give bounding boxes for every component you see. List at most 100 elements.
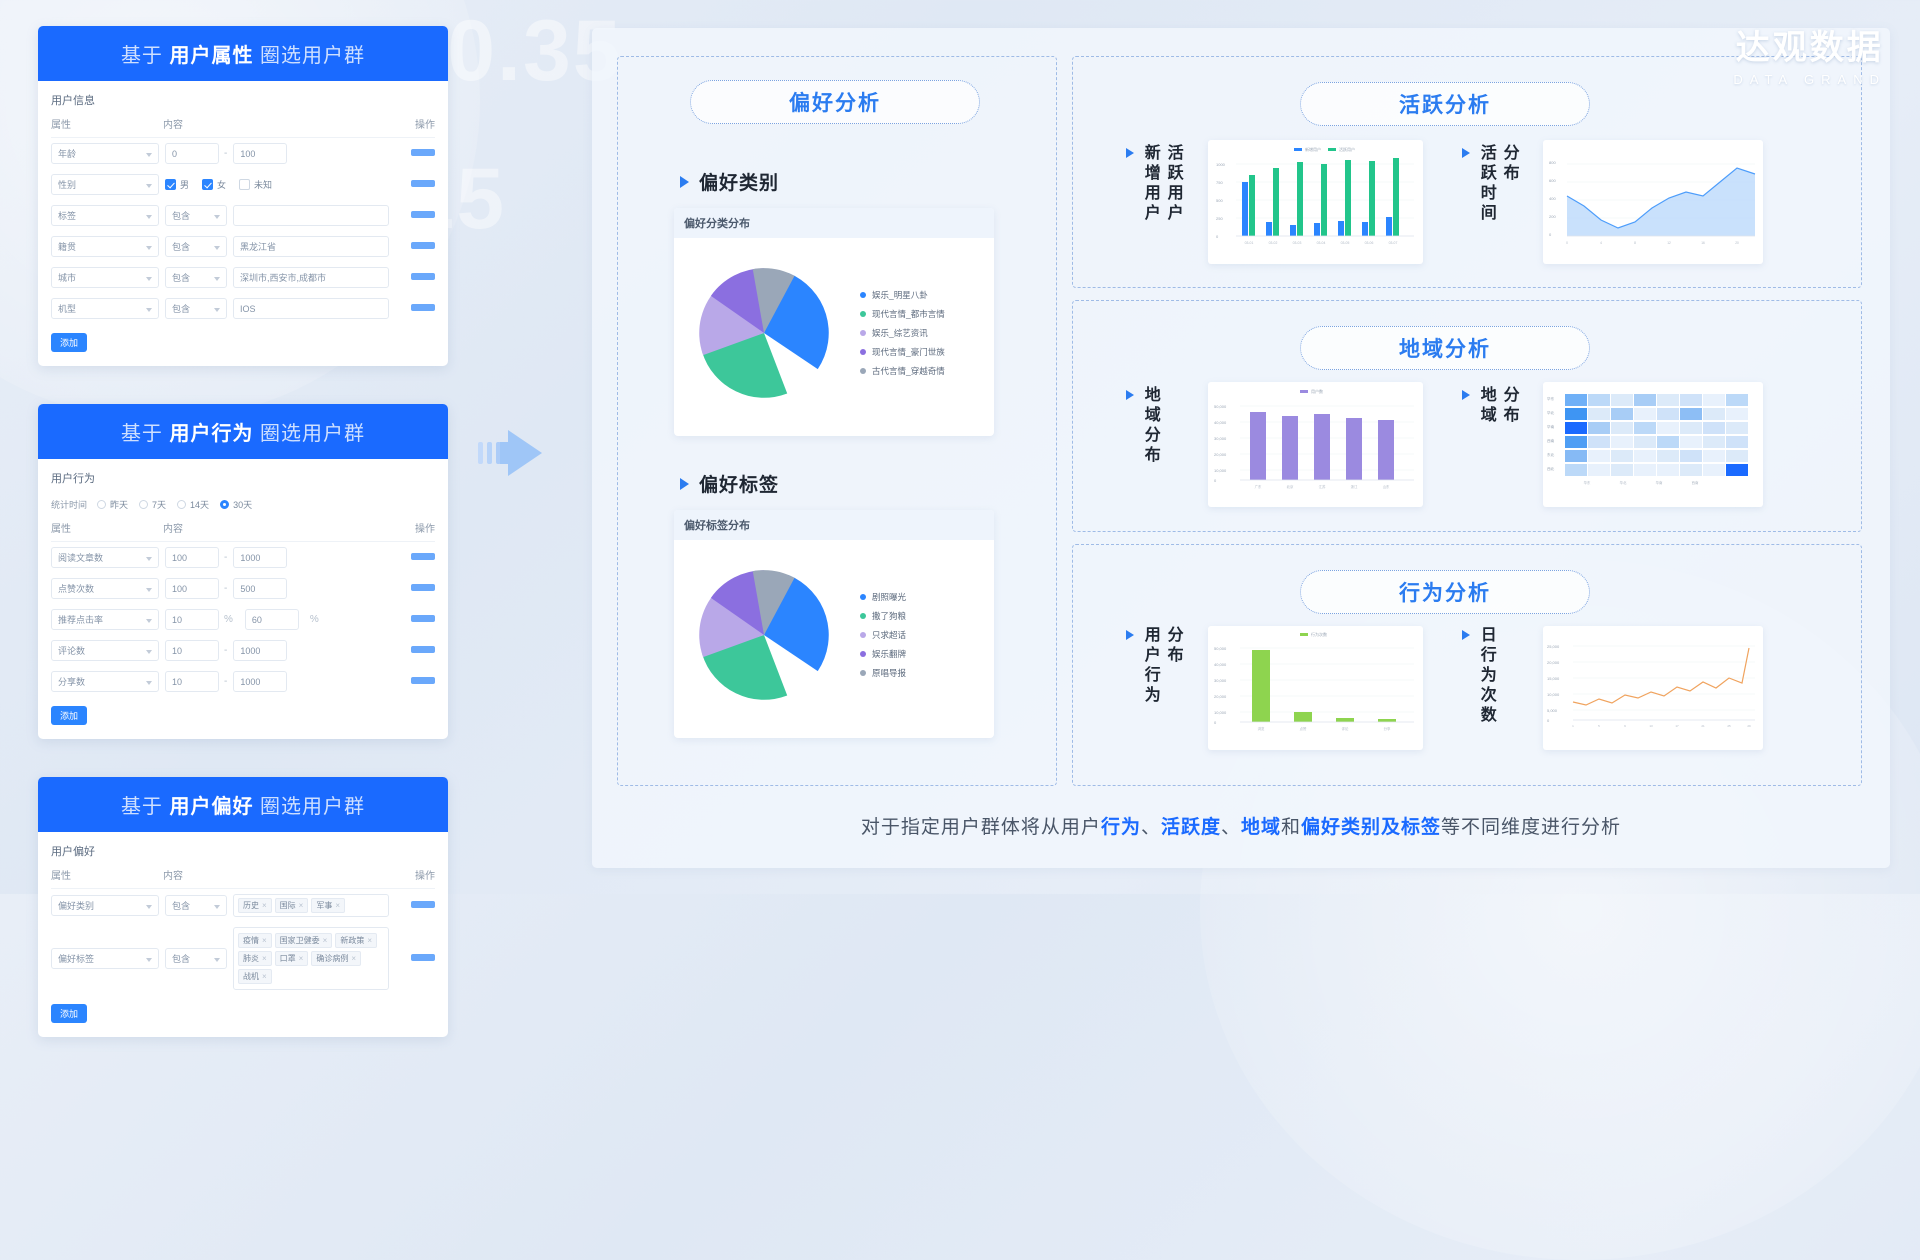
attr-select[interactable]: 性别 bbox=[51, 174, 159, 195]
row-action[interactable] bbox=[395, 583, 435, 594]
row-action[interactable] bbox=[395, 179, 435, 190]
action-bar-icon[interactable] bbox=[411, 553, 435, 560]
row-action[interactable] bbox=[395, 241, 435, 252]
pill-preference-analysis[interactable]: 偏好分析 bbox=[690, 80, 980, 124]
action-bar-icon[interactable] bbox=[411, 584, 435, 591]
tag-remove-icon[interactable]: × bbox=[322, 936, 328, 945]
max-input[interactable]: 500 bbox=[233, 578, 288, 599]
action-bar-icon[interactable] bbox=[411, 180, 435, 187]
time-option-7d[interactable]: 7天 bbox=[139, 498, 166, 511]
attr-select[interactable]: 分享数 bbox=[51, 671, 159, 692]
max-input[interactable]: 100 bbox=[233, 143, 288, 164]
attr-select[interactable]: 城市 bbox=[51, 267, 159, 288]
row-action[interactable] bbox=[395, 148, 435, 159]
value-input[interactable]: IOS bbox=[233, 298, 389, 319]
min-input[interactable]: 0 bbox=[165, 143, 219, 164]
attr-select[interactable]: 评论数 bbox=[51, 640, 159, 661]
action-bar-icon[interactable] bbox=[411, 211, 435, 218]
tag-remove-icon[interactable]: × bbox=[335, 901, 341, 910]
tag-remove-icon[interactable]: × bbox=[262, 936, 267, 945]
operator-select[interactable]: 包含 bbox=[165, 948, 227, 969]
tag-remove-icon[interactable]: × bbox=[262, 954, 267, 963]
tag-list[interactable]: 疫情 × 国家卫健委 × 新政策 × 肺炎 × 口罩 × 确诊病例 × 战机 × bbox=[234, 930, 388, 987]
add-condition-button[interactable]: 添加 bbox=[51, 706, 88, 725]
attr-select[interactable]: 偏好类别 bbox=[51, 895, 159, 916]
operator-select[interactable]: 包含 bbox=[165, 298, 227, 319]
tag-chip[interactable]: 确诊病例 × bbox=[311, 951, 362, 966]
tag-remove-icon[interactable]: × bbox=[298, 954, 304, 963]
row-action[interactable] bbox=[395, 210, 435, 221]
pill-geo-analysis[interactable]: 地域分析 bbox=[1300, 326, 1590, 370]
tag-chip[interactable]: 军事 × bbox=[311, 898, 346, 913]
tag-chip[interactable]: 肺炎 × bbox=[238, 951, 272, 966]
time-option-30d[interactable]: 30天 bbox=[220, 498, 252, 511]
svg-text:200: 200 bbox=[1549, 214, 1556, 219]
tag-chip[interactable]: 新政策 × bbox=[335, 933, 378, 948]
action-bar-icon[interactable] bbox=[411, 901, 435, 908]
tag-list[interactable]: 历史 × 国际 × 军事 × bbox=[234, 895, 349, 916]
tag-chip[interactable]: 战机 × bbox=[238, 969, 272, 984]
min-input[interactable]: 100 bbox=[165, 578, 219, 599]
action-bar-icon[interactable] bbox=[411, 646, 435, 653]
checkbox-female[interactable]: 女 bbox=[202, 178, 226, 191]
tag-chip[interactable]: 国际 × bbox=[274, 898, 309, 913]
chart-title: 偏好分类分布 bbox=[674, 208, 994, 238]
row-action[interactable] bbox=[395, 953, 435, 964]
tag-remove-icon[interactable]: × bbox=[298, 901, 304, 910]
attr-select[interactable]: 偏好标签 bbox=[51, 948, 159, 969]
tag-chip[interactable]: 口罩 × bbox=[274, 951, 309, 966]
row-action[interactable] bbox=[395, 645, 435, 656]
value-input[interactable] bbox=[233, 205, 389, 226]
value-input[interactable]: 深圳市,西安市,成都市 bbox=[233, 267, 389, 288]
max-input[interactable]: 1000 bbox=[233, 547, 288, 568]
tag-remove-icon[interactable]: × bbox=[367, 936, 373, 945]
action-bar-icon[interactable] bbox=[411, 273, 435, 280]
row-action[interactable] bbox=[395, 614, 435, 625]
tag-remove-icon[interactable]: × bbox=[351, 954, 357, 963]
attr-select[interactable]: 点赞次数 bbox=[51, 578, 159, 599]
time-option-14d[interactable]: 14天 bbox=[177, 498, 209, 511]
row-action[interactable] bbox=[395, 272, 435, 283]
row-action[interactable] bbox=[395, 303, 435, 314]
attr-select[interactable]: 籍贯 bbox=[51, 236, 159, 257]
action-bar-icon[interactable] bbox=[411, 615, 435, 622]
add-condition-button[interactable]: 添加 bbox=[51, 333, 88, 352]
attr-select[interactable]: 机型 bbox=[51, 298, 159, 319]
attr-select[interactable]: 标签 bbox=[51, 205, 159, 226]
operator-select[interactable]: 包含 bbox=[165, 205, 227, 226]
row-action[interactable] bbox=[395, 900, 435, 911]
add-condition-button[interactable]: 添加 bbox=[51, 1004, 88, 1023]
pill-behavior-analysis[interactable]: 行为分析 bbox=[1300, 570, 1590, 614]
operator-select[interactable]: 包含 bbox=[165, 267, 227, 288]
tag-remove-icon[interactable]: × bbox=[262, 972, 267, 981]
action-bar-icon[interactable] bbox=[411, 304, 435, 311]
tag-chip[interactable]: 历史 × bbox=[238, 898, 272, 913]
tag-chip[interactable]: 疫情 × bbox=[238, 933, 272, 948]
min-input[interactable]: 100 bbox=[165, 547, 219, 568]
action-bar-icon[interactable] bbox=[411, 677, 435, 684]
action-bar-icon[interactable] bbox=[411, 242, 435, 249]
attr-select[interactable]: 年龄 bbox=[51, 143, 159, 164]
attr-select[interactable]: 阅读文章数 bbox=[51, 547, 159, 568]
checkbox-male[interactable]: 男 bbox=[165, 178, 189, 191]
tag-chip[interactable]: 国家卫健委 × bbox=[274, 933, 333, 948]
chart-preference-tag: 偏好标签分布 剧照曝光 撒了狗粮 只求超话 娱乐翻牌 原唱导报 bbox=[674, 510, 994, 738]
max-input[interactable]: 1000 bbox=[233, 671, 288, 692]
operator-select[interactable]: 包含 bbox=[165, 895, 227, 916]
action-bar-icon[interactable] bbox=[411, 149, 435, 156]
checkbox-unknown[interactable]: 未知 bbox=[239, 178, 272, 191]
min-input[interactable]: 10 bbox=[165, 609, 219, 630]
attr-select[interactable]: 推荐点击率 bbox=[51, 609, 159, 630]
tag-remove-icon[interactable]: × bbox=[262, 901, 267, 910]
operator-select[interactable]: 包含 bbox=[165, 236, 227, 257]
max-input[interactable]: 1000 bbox=[233, 640, 288, 661]
min-input[interactable]: 10 bbox=[165, 640, 219, 661]
max-input[interactable]: 60 bbox=[244, 609, 299, 630]
min-input[interactable]: 10 bbox=[165, 671, 219, 692]
time-option-yesterday[interactable]: 昨天 bbox=[97, 498, 128, 511]
row-action[interactable] bbox=[395, 676, 435, 687]
action-bar-icon[interactable] bbox=[411, 954, 435, 961]
row-action[interactable] bbox=[395, 552, 435, 563]
value-input[interactable]: 黑龙江省 bbox=[233, 236, 389, 257]
pill-active-analysis[interactable]: 活跃分析 bbox=[1300, 82, 1590, 126]
